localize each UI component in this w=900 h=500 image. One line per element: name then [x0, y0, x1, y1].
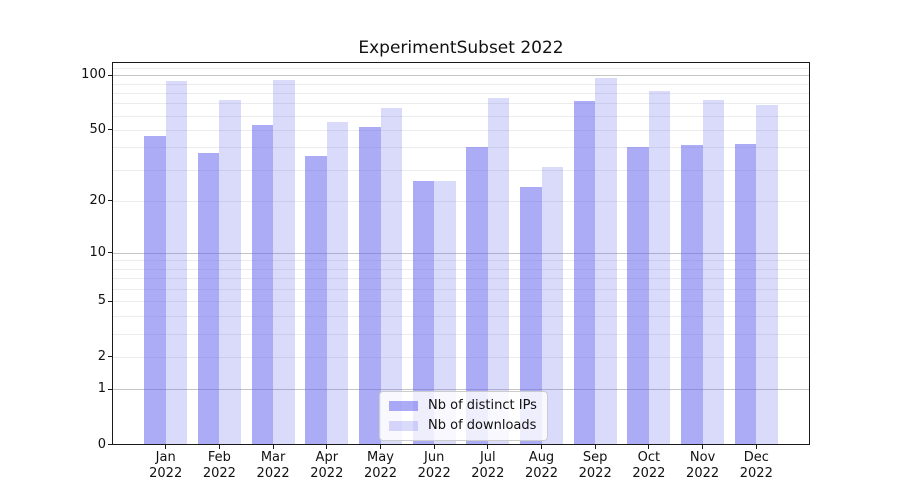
- major-gridline: [112, 75, 810, 77]
- legend-swatch-downloads: [389, 420, 418, 431]
- x-tick: [540, 445, 543, 449]
- bar-ips-aug: [520, 186, 542, 445]
- y-tick-label: 50: [89, 121, 106, 137]
- legend-label-distinct-ips: Nb of distinct IPs: [428, 398, 537, 413]
- legend-swatch-distinct-ips: [389, 400, 418, 411]
- x-tick-label: May 2022: [363, 450, 398, 481]
- y-tick-label: 2: [97, 348, 106, 364]
- major-gridline: [112, 252, 810, 254]
- minor-gridline: [112, 356, 810, 358]
- major-gridline: [112, 389, 810, 390]
- minor-gridline: [112, 260, 810, 262]
- y-tick-label: 1: [97, 381, 106, 396]
- y-tick: [108, 252, 112, 254]
- minor-gridline: [112, 103, 810, 105]
- minor-gridline: [112, 83, 810, 85]
- x-tick: [272, 445, 274, 449]
- bar-downloads-aug: [541, 167, 563, 445]
- bar-ips-jan: [144, 136, 166, 445]
- minor-gridline: [112, 115, 810, 117]
- x-tick-label: Apr 2022: [310, 450, 344, 481]
- x-tick-label: Jan 2022: [149, 450, 183, 481]
- x-tick-label: Aug 2022: [524, 450, 559, 481]
- bar-ips-sep: [573, 101, 596, 445]
- y-tick: [108, 444, 112, 446]
- minor-gridline: [112, 92, 810, 94]
- minor-gridline: [112, 278, 810, 280]
- y-tick: [108, 356, 112, 358]
- minor-gridline: [112, 200, 810, 202]
- y-tick-label: 10: [89, 244, 106, 260]
- bar-ips-dec: [734, 143, 757, 445]
- minor-gridline: [112, 169, 810, 171]
- minor-gridline: [112, 301, 810, 303]
- legend: Nb of distinct IPs Nb of downloads: [379, 391, 548, 441]
- y-tick-label: 5: [97, 293, 106, 309]
- bar-ips-feb: [197, 153, 220, 445]
- bar-ips-oct: [627, 147, 649, 445]
- x-tick-label: Mar 2022: [256, 450, 290, 481]
- x-tick: [702, 445, 704, 449]
- x-tick-label: Dec 2022: [739, 450, 773, 481]
- minor-gridline: [112, 315, 810, 317]
- bar-downloads-sep: [595, 78, 617, 445]
- x-tick-label: Oct 2022: [632, 450, 666, 481]
- x-tick-label: Sep 2022: [578, 450, 612, 481]
- bar-downloads-jan: [165, 80, 188, 445]
- minor-gridline: [112, 333, 810, 335]
- bar-downloads-dec: [756, 104, 778, 445]
- y-tick-label: 20: [89, 192, 106, 208]
- bar-downloads-jul: [487, 97, 510, 445]
- x-tick-label: Feb 2022: [202, 450, 236, 481]
- x-tick: [594, 445, 596, 449]
- bar-ips-nov: [681, 145, 703, 445]
- y-tick: [108, 129, 112, 131]
- x-tick-label: Jun 2022: [417, 450, 451, 481]
- legend-row-downloads: Nb of downloads: [389, 417, 537, 434]
- y-tick: [108, 300, 112, 302]
- bar-downloads-apr: [326, 122, 349, 445]
- bar-downloads-jun: [434, 180, 456, 445]
- minor-gridline: [112, 288, 810, 290]
- bar-ips-mar: [251, 125, 274, 445]
- y-tick: [108, 74, 112, 76]
- bar-ips-may: [359, 126, 381, 445]
- y-tick: [108, 200, 112, 202]
- bar-ips-jun: [412, 180, 435, 445]
- y-tick: [108, 388, 112, 390]
- x-tick: [433, 445, 435, 449]
- bar-downloads-oct: [648, 90, 671, 445]
- x-tick: [165, 445, 167, 449]
- legend-label-downloads: Nb of downloads: [428, 418, 537, 433]
- x-tick: [487, 445, 489, 449]
- minor-gridline: [112, 67, 810, 69]
- bar-ips-jul: [466, 147, 488, 445]
- y-tick-label: 0: [97, 436, 106, 452]
- x-tick-label: Nov 2022: [686, 450, 720, 481]
- minor-gridline: [112, 129, 810, 131]
- chart-title: ExperimentSubset 2022: [358, 38, 564, 58]
- plot-area: [112, 62, 810, 445]
- bar-downloads-nov: [702, 100, 725, 445]
- x-tick: [648, 445, 650, 449]
- minor-gridline: [112, 147, 810, 149]
- legend-row-distinct-ips: Nb of distinct IPs: [389, 397, 537, 414]
- x-tick: [326, 445, 328, 449]
- bar-downloads-feb: [219, 100, 241, 445]
- x-tick-label: Jul 2022: [471, 450, 505, 481]
- bar-downloads-mar: [273, 80, 295, 445]
- bar-ips-apr: [305, 155, 327, 445]
- minor-gridline: [112, 268, 810, 270]
- x-tick: [218, 445, 220, 449]
- x-tick: [379, 445, 382, 449]
- bar-downloads-may: [380, 108, 402, 445]
- y-tick-label: 100: [81, 67, 106, 83]
- x-tick: [755, 445, 757, 449]
